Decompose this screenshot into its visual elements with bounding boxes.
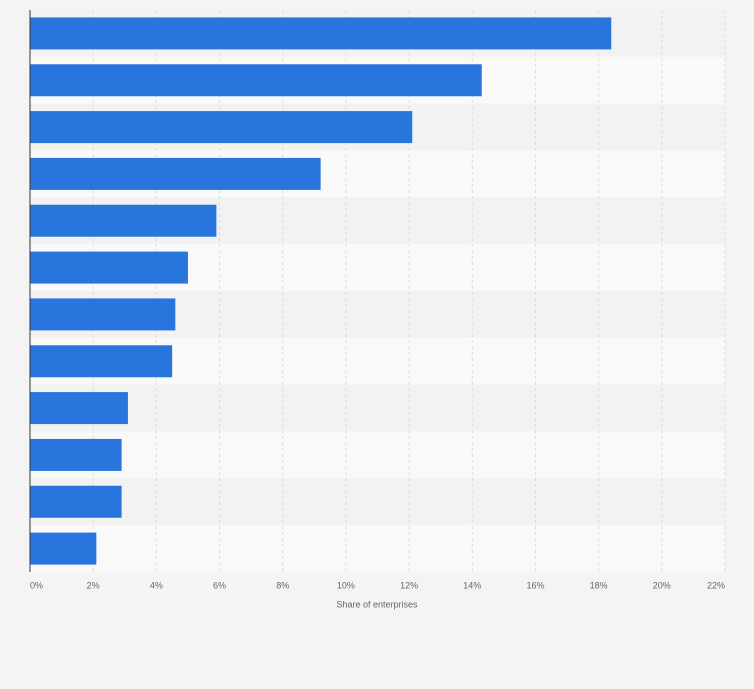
x-tick-label: 0%	[30, 580, 43, 590]
x-tick-label: 4%	[150, 580, 163, 590]
bar	[30, 111, 413, 144]
row-band	[30, 525, 725, 572]
bar	[30, 157, 321, 190]
row-band	[30, 431, 725, 479]
bar	[30, 251, 188, 284]
bar	[30, 298, 176, 331]
x-tick-label: 22%	[707, 580, 725, 590]
x-ticks: 0% 2% 4% 6% 8% 10% 12% 14% 16% 18% 20% 22%	[30, 580, 725, 590]
row-band	[30, 478, 725, 526]
bar	[30, 532, 97, 565]
x-tick-label: 20%	[653, 580, 671, 590]
x-tick-label: 2%	[87, 580, 100, 590]
x-tick-label: 16%	[526, 580, 544, 590]
bar	[30, 345, 173, 378]
bar	[30, 17, 612, 50]
bar	[30, 64, 482, 97]
x-axis-label: Share of enterprises	[336, 599, 418, 609]
x-tick-label: 18%	[590, 580, 608, 590]
x-tick-label: 14%	[463, 580, 481, 590]
bar	[30, 485, 122, 518]
bar	[30, 204, 217, 237]
x-tick-label: 10%	[337, 580, 355, 590]
x-tick-label: 6%	[213, 580, 226, 590]
x-tick-label: 8%	[276, 580, 289, 590]
bar	[30, 392, 128, 425]
row-band	[30, 384, 725, 432]
bars	[30, 17, 612, 565]
x-tick-label: 12%	[400, 580, 418, 590]
bar	[30, 438, 122, 471]
